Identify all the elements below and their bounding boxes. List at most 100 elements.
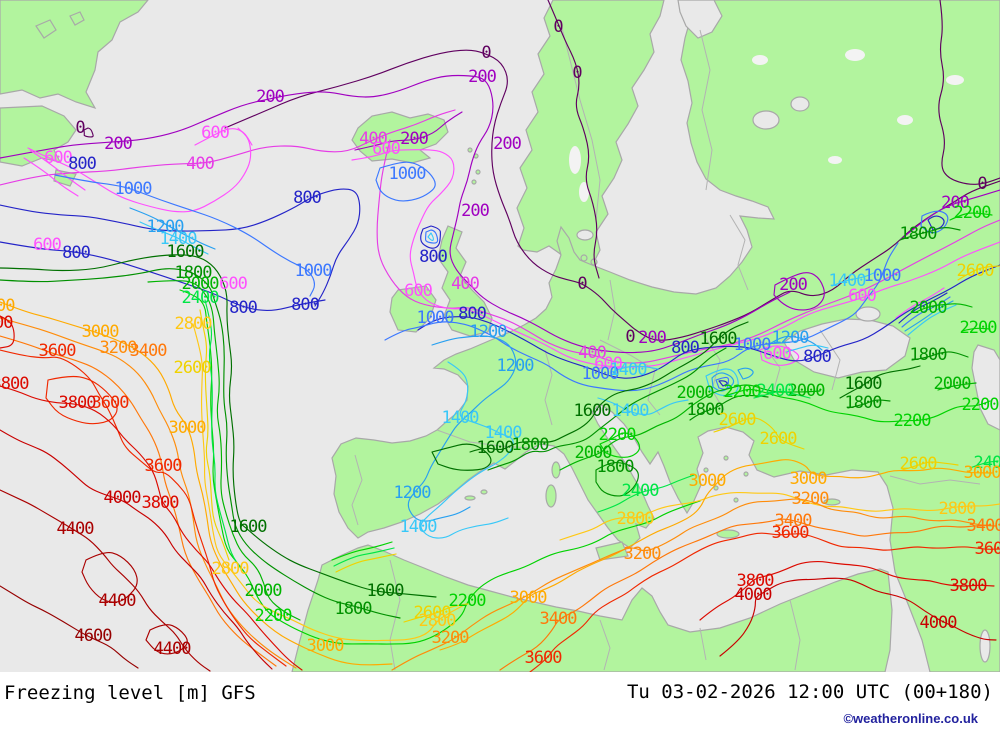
contour-line-800	[0, 188, 361, 307]
contour-label-2000: 2000	[677, 383, 715, 403]
contour-line-1200	[737, 367, 754, 380]
contour-line-1400	[597, 397, 689, 416]
contour-line-1400	[785, 344, 829, 353]
contour-label-0: 0	[75, 118, 85, 138]
contour-line-1800	[911, 351, 969, 361]
contour-line-3800	[0, 385, 303, 671]
contour-label-3000: 3000	[510, 588, 548, 608]
contour-label-1800: 1800	[597, 457, 635, 477]
contour-line-2400	[753, 390, 811, 399]
contour-label-3000: 3000	[169, 418, 207, 438]
contour-line-4000	[0, 429, 273, 670]
contour-label-1400: 1400	[612, 401, 650, 421]
white-sea	[677, 0, 723, 39]
contour-label-3800: 3800	[737, 571, 775, 591]
contour-line-1200	[407, 335, 517, 522]
contour-line-1200	[904, 300, 954, 332]
contour-label-2200: 2200	[960, 318, 998, 338]
persian-gulf	[979, 629, 991, 663]
contour-label-3400: 3400	[540, 609, 578, 629]
contour-line-1800	[899, 227, 961, 241]
contour-line-1600	[839, 365, 921, 399]
contour-label-4000: 4000	[735, 585, 773, 605]
contour-label-3400: 3400	[775, 511, 813, 531]
contour-label-2800: 2800	[175, 314, 213, 334]
contour-label-200: 200	[256, 87, 284, 107]
contour-line-1800	[487, 347, 727, 471]
contour-label-400: 400	[186, 154, 214, 174]
contour-label-2000: 2000	[910, 298, 948, 318]
contour-line-200	[0, 74, 791, 354]
contour-line-2600	[713, 417, 805, 450]
contour-label-3200: 3200	[100, 338, 138, 358]
contour-label-600: 600	[763, 344, 791, 364]
contour-line-1400	[420, 361, 514, 539]
land-corsica	[551, 461, 561, 479]
contour-label-3200: 3200	[624, 544, 662, 564]
land-balearics	[480, 489, 488, 495]
contour-label-1200: 1200	[470, 322, 508, 342]
contour-label-2600: 2600	[760, 429, 798, 449]
contour-line-3000	[0, 301, 393, 666]
contour-line-1400	[831, 271, 877, 287]
contour-label-2000: 2000	[934, 374, 972, 394]
contour-label-2200: 2200	[962, 395, 1000, 415]
contour-line-1000	[901, 296, 951, 328]
contour-line-600	[29, 149, 86, 191]
contour-label-1000: 1000	[582, 364, 620, 384]
contour-label-1400: 1400	[485, 423, 523, 443]
land-labrador	[0, 105, 77, 167]
contour-line-2600	[199, 309, 230, 561]
contour-label-1800: 1800	[175, 263, 213, 283]
contour-line-2200	[961, 327, 991, 332]
contour-label-1800: 1800	[687, 400, 725, 420]
contour-label-3000: 3000	[307, 636, 345, 656]
contour-line-2000	[915, 303, 973, 313]
contour-label-3600: 3600	[975, 539, 1000, 559]
contour-label-2000: 2000	[182, 274, 220, 294]
contour-label-2600: 2600	[719, 410, 757, 430]
contour-line-2800	[559, 492, 1000, 541]
contour-label-600: 600	[848, 286, 876, 306]
contour-label-3600: 3600	[525, 648, 563, 668]
contour-label-800: 800	[229, 298, 257, 318]
contour-label-800: 800	[419, 247, 447, 267]
contour-label-1400: 1400	[610, 360, 648, 380]
contour-label-1000: 1000	[115, 179, 153, 199]
contour-label-1200: 1200	[394, 483, 432, 503]
country-borders	[351, 19, 981, 671]
land-balearics	[464, 495, 476, 501]
contour-label-2400: 2400	[757, 381, 795, 401]
contour-label-1400: 1400	[400, 517, 438, 537]
contour-label-1800: 1800	[910, 345, 948, 365]
contour-line-1800	[847, 399, 891, 409]
contour-label-1200: 1200	[772, 328, 810, 348]
contour-label-2600: 2600	[900, 454, 938, 474]
contour-label-800: 800	[458, 304, 486, 324]
map-title: Freezing level [m] GFS	[4, 682, 256, 704]
copyright-link[interactable]: ©weatheronline.co.uk	[843, 711, 978, 726]
contour-line-3600	[0, 349, 287, 667]
contour-line-3400	[499, 518, 991, 671]
contour-line-1200	[767, 335, 823, 351]
contour-label-2800: 2800	[419, 611, 457, 631]
contour-label-3600: 3600	[772, 523, 810, 543]
land-iceland	[351, 111, 449, 164]
contour-label-2800: 2800	[617, 509, 655, 529]
contour-label-600: 600	[201, 123, 229, 143]
contour-label-1600: 1600	[477, 438, 515, 458]
contour-label-4400: 4400	[154, 639, 192, 659]
contour-line-4400	[0, 489, 211, 672]
contour-line-1000	[54, 174, 316, 297]
contour-line-3400	[0, 335, 277, 667]
contour-label-1400: 1400	[829, 271, 867, 291]
contour-label-3000: 3000	[964, 463, 1000, 483]
contour-label-1600: 1600	[367, 581, 405, 601]
contour-line-1400	[611, 365, 659, 373]
contour-label-2800: 2800	[939, 499, 977, 519]
contour-line-1600	[431, 443, 492, 471]
contour-label-2200: 2200	[255, 606, 293, 626]
contour-line-3800	[0, 315, 15, 349]
contour-line-1200	[711, 372, 735, 392]
